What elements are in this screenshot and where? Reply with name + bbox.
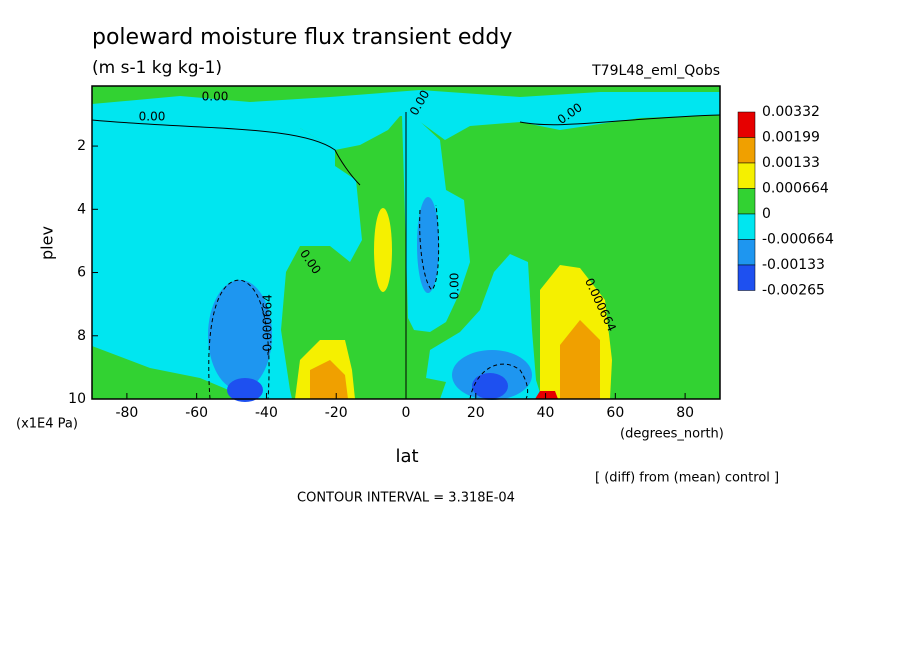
contour-label: 0.00 — [139, 110, 166, 124]
x-tick-label: 80 — [676, 405, 694, 421]
contour-fill — [92, 90, 720, 150]
y-tick-label: 6 — [77, 265, 86, 281]
colorbar-label: 0 — [762, 206, 771, 222]
contour-line — [519, 114, 721, 126]
colorbar-box — [737, 239, 756, 266]
colorbar-label: -0.00133 — [762, 257, 825, 273]
y-axis-label: plev — [38, 226, 57, 260]
contour-fill — [535, 391, 558, 399]
contour-fill — [208, 280, 272, 390]
contour-line — [469, 363, 529, 400]
x-tick-label: -40 — [255, 405, 278, 421]
x-tick-label: -20 — [325, 405, 348, 421]
contour-label: -0.000664 — [261, 294, 275, 356]
colorbar-box — [737, 188, 756, 215]
contour-line — [91, 119, 361, 186]
x-tick-label: -60 — [185, 405, 208, 421]
colorbar-box — [737, 111, 756, 138]
contour-line — [419, 204, 440, 291]
note: [ (diff) from (mean) control ] — [595, 471, 779, 486]
x-tick-label: 60 — [606, 405, 624, 421]
colorbar-label: 0.00332 — [762, 104, 820, 120]
y-tick-label: 10 — [68, 391, 86, 407]
contour-fill — [227, 378, 263, 402]
contour-interval: CONTOUR INTERVAL = 3.318E-04 — [297, 491, 515, 506]
contour-fill — [374, 208, 392, 292]
x-axis-label: lat — [395, 446, 418, 467]
x-tick-label: 20 — [467, 405, 485, 421]
x-tick-label: -80 — [115, 405, 138, 421]
colorbar-box — [737, 137, 756, 164]
contour-fill — [417, 197, 439, 293]
contour-label: 0.00 — [202, 90, 229, 104]
run-label: T79L48_eml_Qobs — [591, 63, 720, 79]
colorbar-label: -0.000664 — [762, 232, 834, 248]
x-axis-unit: (degrees_north) — [620, 427, 724, 442]
colorbar-box — [737, 213, 756, 240]
contour-fill — [472, 373, 508, 399]
y-axis-unit: (x1E4 Pa) — [16, 417, 78, 432]
colorbar-box — [737, 264, 756, 291]
contour-fill — [310, 360, 348, 399]
contour-line — [208, 279, 270, 400]
contour-label: 0.00 — [448, 273, 462, 300]
colorbar-box — [737, 162, 756, 189]
chart-subtitle: (m s-1 kg kg-1) — [92, 58, 222, 78]
x-tick-label: 40 — [537, 405, 555, 421]
y-tick-label: 4 — [77, 201, 86, 217]
chart-title: poleward moisture flux transient eddy — [92, 25, 512, 50]
x-tick-label: 0 — [402, 405, 411, 421]
contour-fill — [560, 320, 600, 399]
plot-area — [91, 86, 721, 402]
y-tick-label: 2 — [77, 138, 86, 154]
colorbar-label: 0.00133 — [762, 155, 820, 171]
colorbar-label: 0.00199 — [762, 130, 820, 146]
contour-fill — [92, 120, 362, 399]
colorbar-label: -0.00265 — [762, 283, 825, 299]
colorbar-label: 0.000664 — [762, 181, 829, 197]
y-tick-label: 8 — [77, 328, 86, 344]
